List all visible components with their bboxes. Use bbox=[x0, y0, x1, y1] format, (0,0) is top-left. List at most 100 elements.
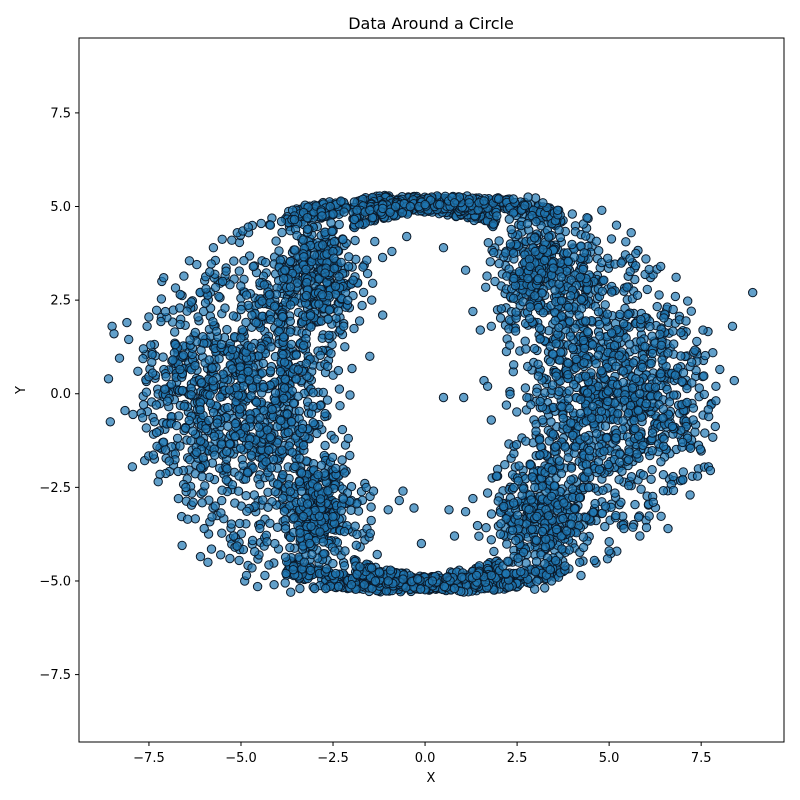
data-point bbox=[179, 401, 189, 411]
data-point bbox=[352, 529, 362, 540]
data-point bbox=[541, 534, 551, 544]
data-point bbox=[558, 413, 568, 423]
data-point bbox=[584, 445, 595, 456]
data-point bbox=[549, 481, 560, 491]
data-point bbox=[148, 450, 159, 460]
data-point bbox=[190, 327, 201, 338]
data-point bbox=[642, 284, 652, 295]
data-point bbox=[554, 386, 564, 397]
data-point bbox=[243, 366, 253, 377]
data-point bbox=[173, 466, 183, 477]
data-point bbox=[526, 495, 536, 505]
data-point bbox=[264, 560, 274, 570]
data-point bbox=[397, 208, 407, 218]
data-point bbox=[611, 361, 621, 371]
data-point bbox=[530, 584, 540, 594]
data-point bbox=[534, 323, 545, 333]
data-point bbox=[336, 257, 346, 268]
data-point bbox=[598, 485, 608, 495]
data-point bbox=[308, 388, 318, 398]
data-point bbox=[563, 302, 574, 313]
data-point bbox=[291, 374, 301, 384]
data-point bbox=[518, 547, 529, 558]
data-point bbox=[521, 344, 531, 354]
data-point bbox=[175, 319, 185, 330]
data-point bbox=[243, 300, 254, 310]
data-point bbox=[214, 354, 224, 364]
data-point bbox=[503, 556, 513, 566]
data-point bbox=[520, 200, 530, 211]
data-point bbox=[279, 383, 290, 393]
data-point bbox=[551, 555, 561, 566]
data-point bbox=[223, 402, 233, 413]
data-point bbox=[315, 527, 325, 537]
data-point bbox=[259, 280, 269, 290]
data-point bbox=[531, 556, 542, 567]
data-point bbox=[544, 436, 554, 446]
data-point bbox=[339, 561, 350, 571]
data-point bbox=[215, 392, 225, 402]
data-point bbox=[495, 529, 506, 539]
data-point bbox=[333, 365, 344, 376]
data-point bbox=[582, 388, 593, 398]
data-point bbox=[578, 532, 589, 542]
data-point bbox=[567, 343, 578, 353]
data-point bbox=[217, 234, 227, 245]
data-point bbox=[229, 256, 239, 266]
data-point bbox=[546, 576, 557, 586]
data-point bbox=[635, 531, 645, 541]
data-point bbox=[264, 445, 274, 455]
data-point bbox=[531, 426, 541, 436]
data-point bbox=[551, 371, 561, 381]
data-point bbox=[532, 576, 542, 586]
data-point bbox=[313, 470, 323, 480]
data-point bbox=[147, 357, 157, 367]
data-point bbox=[514, 267, 525, 277]
data-point bbox=[285, 486, 295, 497]
data-point bbox=[692, 336, 702, 347]
data-point bbox=[309, 250, 320, 260]
data-point bbox=[195, 436, 206, 446]
data-point bbox=[564, 386, 574, 396]
data-point bbox=[535, 396, 545, 407]
data-point bbox=[195, 405, 205, 415]
data-point bbox=[318, 387, 328, 398]
data-point bbox=[224, 385, 235, 395]
data-point bbox=[354, 316, 365, 326]
data-point bbox=[197, 472, 207, 482]
data-point bbox=[334, 384, 345, 394]
data-point bbox=[562, 526, 572, 536]
data-point bbox=[530, 291, 540, 301]
data-point bbox=[603, 396, 613, 407]
data-point bbox=[349, 214, 359, 225]
data-point bbox=[248, 261, 259, 272]
data-point bbox=[340, 342, 350, 352]
data-point bbox=[193, 312, 203, 322]
data-point bbox=[500, 248, 511, 258]
data-point bbox=[319, 549, 329, 559]
data-point bbox=[534, 435, 545, 445]
data-point bbox=[161, 372, 171, 382]
data-point bbox=[308, 401, 318, 412]
data-point bbox=[233, 486, 244, 496]
data-point bbox=[506, 224, 516, 235]
data-point bbox=[306, 521, 316, 531]
data-point bbox=[263, 502, 273, 512]
data-point bbox=[299, 252, 309, 262]
data-point bbox=[530, 246, 540, 257]
data-point bbox=[656, 511, 666, 521]
data-point bbox=[569, 504, 580, 514]
data-point bbox=[278, 349, 288, 360]
data-point bbox=[505, 389, 515, 399]
data-point bbox=[279, 393, 289, 404]
data-point bbox=[581, 231, 591, 241]
data-point bbox=[624, 455, 634, 465]
data-point bbox=[285, 300, 296, 310]
data-point bbox=[681, 316, 691, 326]
data-point bbox=[339, 468, 350, 478]
data-point bbox=[290, 461, 300, 472]
data-point bbox=[496, 304, 506, 314]
data-point bbox=[601, 433, 612, 443]
data-point bbox=[641, 522, 652, 533]
data-point bbox=[299, 557, 309, 567]
